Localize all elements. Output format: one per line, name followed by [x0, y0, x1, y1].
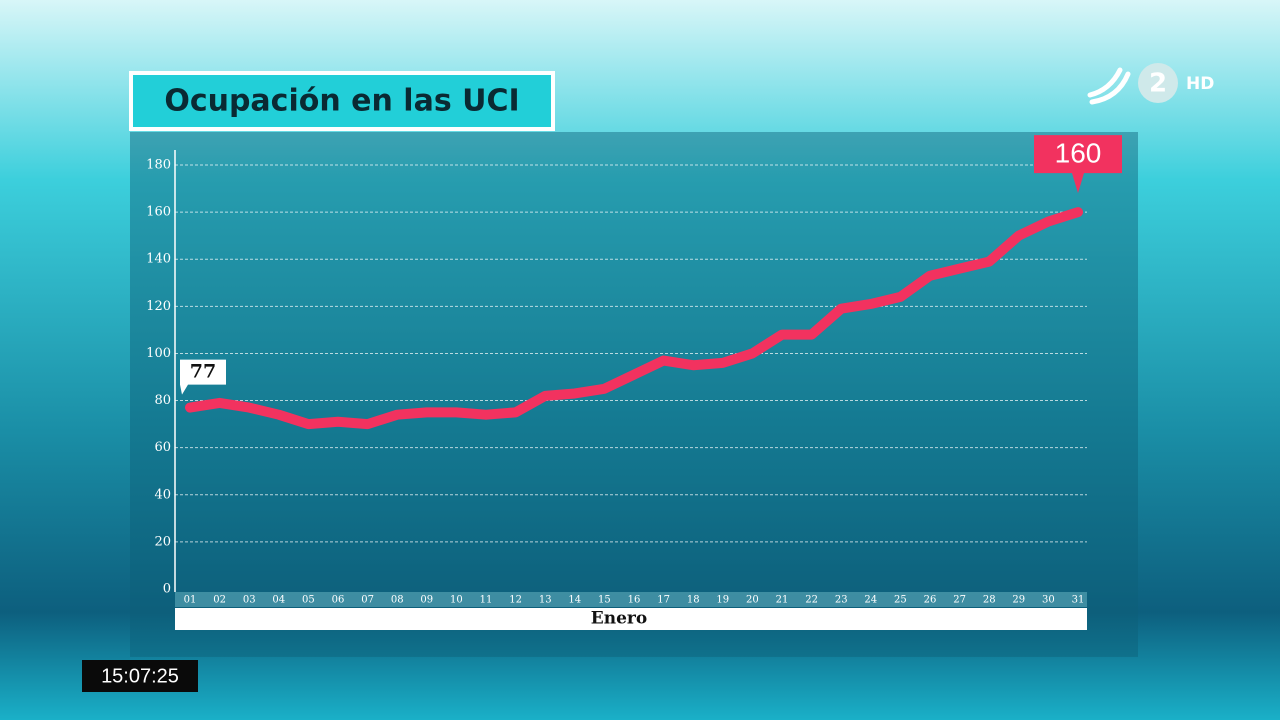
y-tick-label: 100: [146, 346, 171, 361]
x-tick-label: 04: [272, 595, 285, 606]
x-tick-label: 07: [361, 595, 374, 606]
y-tick-label: 180: [146, 158, 171, 173]
last-value-label: 160: [1055, 138, 1102, 169]
x-tick-label: 03: [243, 595, 256, 606]
x-tick-label: 02: [213, 595, 226, 606]
x-tick-label: 17: [657, 595, 670, 606]
y-tick-label: 140: [146, 252, 171, 267]
x-tick-label: 25: [894, 595, 907, 606]
x-tick-label: 22: [805, 595, 818, 606]
x-label-box: [175, 608, 1087, 630]
callout-box: [180, 359, 226, 395]
y-tick-label: 60: [154, 440, 171, 455]
x-tick-label: 12: [509, 595, 522, 606]
logo-number: 2: [1149, 69, 1167, 99]
clock-box: [82, 660, 198, 692]
x-tick-label: 24: [864, 595, 877, 606]
x-tick-label: 20: [746, 595, 759, 606]
y-tick-label: 40: [154, 487, 171, 502]
y-tick-label: 80: [154, 393, 171, 408]
x-tick-label: 01: [184, 595, 197, 606]
x-tick-label: 23: [835, 595, 848, 606]
x-tick-label: 27: [953, 595, 966, 606]
y-tick-label: 160: [146, 205, 171, 220]
x-tick-label: 06: [332, 595, 345, 606]
logo-arcs: [1087, 67, 1131, 105]
chart-title: Ocupación en las UCI: [164, 84, 519, 119]
y-tick-label: 0: [163, 582, 171, 597]
x-axis-label: Enero: [591, 609, 647, 629]
x-tick-label: 18: [687, 595, 700, 606]
callout-box: [1034, 135, 1122, 194]
x-tick-label: 11: [480, 595, 493, 606]
data-line: [185, 207, 1083, 430]
chart-panel: [130, 132, 1138, 657]
x-tick-label: 26: [924, 595, 937, 606]
x-axis-strip: [175, 592, 1087, 607]
x-tick-label: 15: [598, 595, 611, 606]
hd-badge: HD: [1186, 74, 1214, 94]
clock: 15:07:25: [101, 665, 179, 687]
x-tick-label: 13: [539, 595, 552, 606]
x-tick-label: 16: [628, 595, 641, 606]
x-tick-label: 05: [302, 595, 315, 606]
y-tick-label: 20: [154, 534, 171, 549]
logo: 2 HD: [1087, 63, 1214, 105]
x-tick-label: 09: [420, 595, 433, 606]
x-tick-label: 10: [450, 595, 463, 606]
y-tick-label: 120: [146, 299, 171, 314]
x-tick-label: 28: [983, 595, 996, 606]
first-value-label: 77: [190, 361, 216, 383]
x-tick-label: 30: [1042, 595, 1055, 606]
x-tick-label: 29: [1012, 595, 1025, 606]
x-tick-label: 31: [1072, 595, 1085, 606]
logo-circle: [1138, 63, 1178, 103]
title-box: [129, 71, 555, 131]
x-tick-label: 08: [391, 595, 404, 606]
x-tick-label: 21: [776, 595, 789, 606]
x-tick-label: 14: [568, 595, 581, 606]
x-tick-label: 19: [716, 595, 729, 606]
